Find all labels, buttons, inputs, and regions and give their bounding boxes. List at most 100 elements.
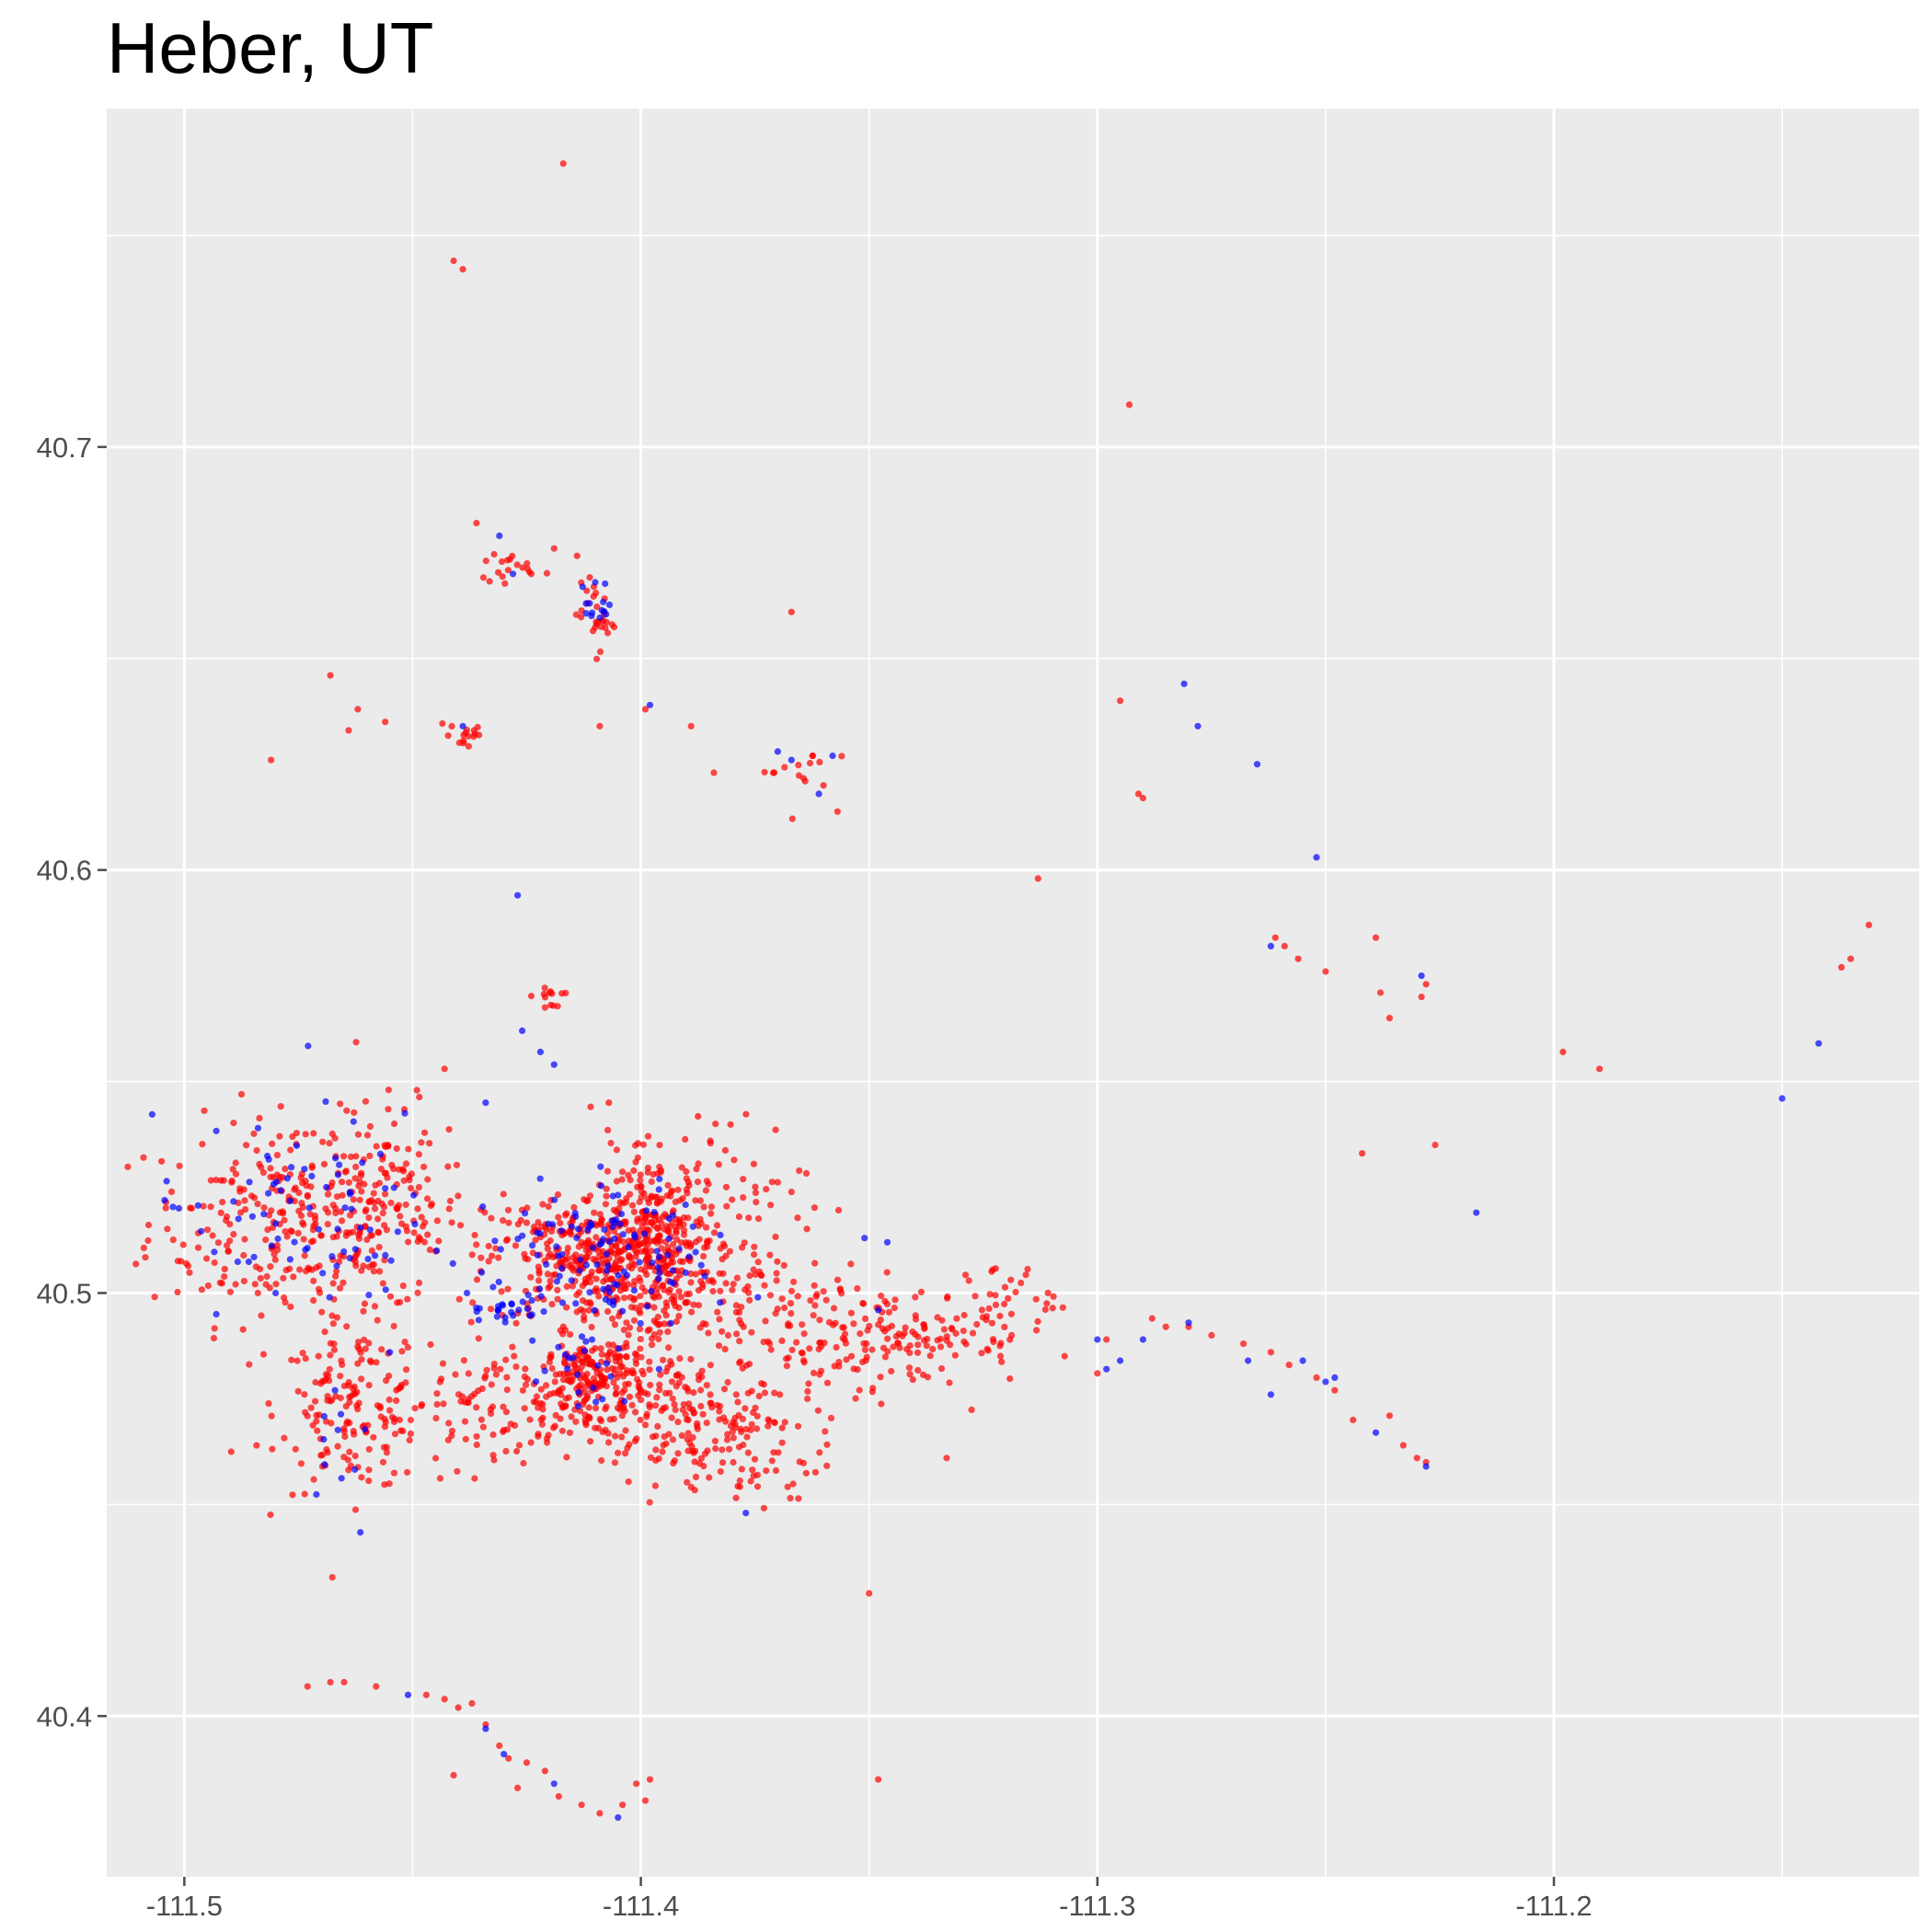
data-point <box>634 1218 641 1225</box>
data-point <box>698 1367 706 1374</box>
data-point <box>268 1207 275 1214</box>
data-point <box>738 1466 745 1473</box>
data-point <box>579 1282 587 1290</box>
data-point <box>176 1162 183 1169</box>
data-point <box>717 1467 724 1476</box>
data-point <box>751 1455 759 1463</box>
data-point <box>582 1421 590 1429</box>
data-point <box>616 1220 624 1227</box>
data-point <box>613 1243 620 1250</box>
data-point <box>221 1273 228 1281</box>
data-point <box>767 1202 775 1209</box>
data-point <box>487 1305 495 1313</box>
data-point <box>351 1175 359 1182</box>
data-point <box>710 769 718 776</box>
data-point <box>373 1143 380 1150</box>
data-point <box>387 1199 395 1207</box>
data-point <box>799 1350 806 1357</box>
data-point <box>584 1226 592 1234</box>
data-point <box>403 1366 410 1374</box>
data-point <box>254 1201 261 1208</box>
data-point <box>390 1184 397 1191</box>
data-point <box>606 1238 614 1246</box>
data-point <box>315 1225 322 1233</box>
data-point <box>492 1371 500 1378</box>
data-point <box>960 1328 967 1335</box>
data-point <box>565 1394 572 1401</box>
data-point <box>563 1282 570 1290</box>
data-point <box>394 1228 401 1236</box>
data-point <box>619 1307 627 1315</box>
data-point <box>301 1490 308 1498</box>
data-point <box>452 1371 459 1378</box>
data-point <box>373 1359 380 1366</box>
data-point <box>340 1454 348 1461</box>
data-point <box>410 1191 418 1199</box>
data-point <box>716 1270 723 1277</box>
data-point <box>332 1204 339 1213</box>
data-point <box>603 611 610 618</box>
data-point <box>506 556 513 563</box>
data-point <box>537 1416 545 1423</box>
data-point <box>690 1389 697 1397</box>
data-point <box>343 1323 351 1330</box>
data-point <box>441 1065 448 1073</box>
data-point <box>630 1317 638 1324</box>
data-point <box>305 1204 313 1212</box>
data-point <box>432 1414 440 1422</box>
data-point <box>599 1396 606 1403</box>
data-point <box>629 1202 637 1209</box>
data-point <box>1033 1327 1041 1334</box>
data-point <box>1185 1319 1192 1327</box>
data-point <box>356 1196 363 1203</box>
data-point <box>230 1198 237 1205</box>
data-point <box>705 1329 712 1337</box>
axes: -111.5 -111.4 -111.3 -111.240.440.540.640.7 <box>37 431 1593 1922</box>
data-point <box>794 1293 801 1300</box>
data-point <box>766 1292 775 1299</box>
data-point <box>1253 761 1261 768</box>
data-point <box>361 1336 368 1343</box>
data-point <box>657 1198 664 1205</box>
data-point <box>603 1276 610 1283</box>
data-point <box>174 1288 181 1296</box>
data-point <box>354 1131 362 1138</box>
data-point <box>788 608 795 615</box>
data-point <box>655 1186 662 1193</box>
data-point <box>983 1313 991 1320</box>
data-point <box>365 1466 373 1474</box>
data-point <box>302 1409 309 1416</box>
data-point <box>597 623 605 630</box>
data-point <box>433 1217 441 1225</box>
data-point <box>334 1443 341 1450</box>
data-point <box>554 1190 562 1199</box>
data-point <box>287 1146 294 1154</box>
data-point <box>324 1393 331 1400</box>
data-point <box>558 1400 565 1408</box>
data-point <box>500 1403 507 1410</box>
data-point <box>602 1201 610 1208</box>
data-point <box>604 1126 612 1133</box>
data-point <box>788 756 795 764</box>
data-point <box>793 1339 800 1346</box>
data-point <box>328 1420 335 1427</box>
data-point <box>678 1164 685 1171</box>
data-point <box>383 1169 390 1177</box>
data-point <box>841 1336 848 1343</box>
data-point <box>221 1265 228 1272</box>
data-point <box>388 1161 396 1168</box>
data-point <box>351 1466 359 1473</box>
data-point <box>576 1289 583 1296</box>
data-point <box>655 1365 663 1373</box>
chart-title: Heber, UT <box>107 7 434 88</box>
data-point <box>588 1323 595 1331</box>
data-point <box>550 1061 558 1068</box>
data-point <box>644 1168 651 1176</box>
data-point <box>833 1343 840 1351</box>
data-point <box>358 1375 365 1383</box>
data-point <box>1012 1288 1019 1296</box>
data-point <box>502 1409 511 1416</box>
data-point <box>283 1233 291 1240</box>
data-point <box>655 1321 662 1328</box>
data-point <box>306 1211 314 1218</box>
